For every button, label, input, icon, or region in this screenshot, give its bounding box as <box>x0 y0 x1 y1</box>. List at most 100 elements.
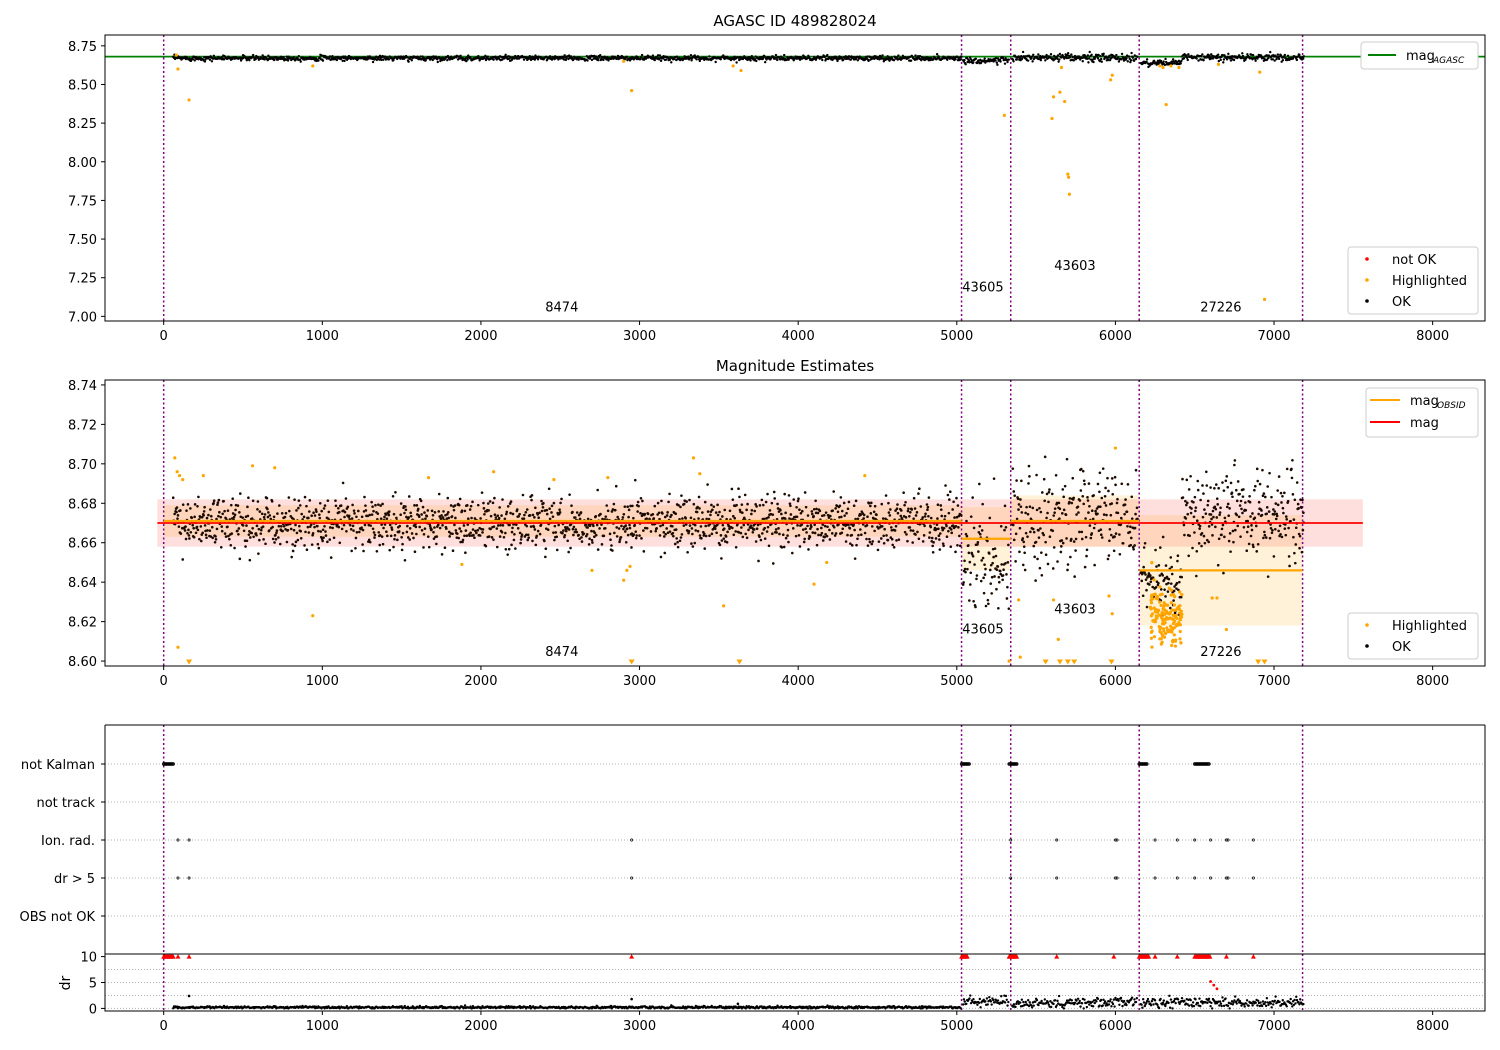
ok-point <box>1070 53 1073 56</box>
ok-point <box>993 575 996 578</box>
ok-point <box>982 59 986 62</box>
ok-point <box>1030 55 1034 58</box>
ok-point <box>1267 510 1271 513</box>
ok-point <box>679 536 683 539</box>
ok-point <box>1251 53 1255 57</box>
ok-point <box>305 548 309 552</box>
ok-point <box>509 56 512 59</box>
ok-point <box>545 508 549 512</box>
ok-point <box>501 524 505 527</box>
ok-point <box>1196 479 1200 483</box>
ok-point <box>813 523 816 527</box>
ok-point <box>1040 573 1044 577</box>
ok-point <box>1145 588 1148 592</box>
flag-category-label: not track <box>36 796 95 811</box>
ok-point <box>546 528 550 531</box>
ok-point <box>234 508 237 512</box>
ok-point <box>1162 60 1165 63</box>
ok-point <box>1279 533 1282 536</box>
highlighted-point <box>1149 636 1153 640</box>
ok-point <box>979 579 983 583</box>
ok-point <box>426 535 430 538</box>
ok-point <box>636 510 639 513</box>
ok-point <box>1280 501 1283 504</box>
ok-point <box>608 532 612 536</box>
ok-point <box>378 533 382 537</box>
ok-point <box>294 540 298 544</box>
ok-point <box>308 525 312 528</box>
ok-point <box>823 55 827 59</box>
ok-point <box>718 510 721 514</box>
ok-point <box>1169 582 1173 585</box>
ok-point <box>586 59 589 62</box>
ok-point <box>452 508 456 512</box>
ok-point <box>1185 56 1189 60</box>
ok-point <box>713 527 717 531</box>
ok-point <box>1105 513 1108 517</box>
highlighted-point <box>1178 637 1182 641</box>
ok-point <box>801 57 804 60</box>
ok-point <box>476 503 480 507</box>
highlighted-point <box>1159 642 1164 646</box>
ok-point <box>377 503 380 506</box>
ok-point <box>1221 523 1225 527</box>
ok-point <box>297 55 301 58</box>
ok-point <box>1202 534 1206 538</box>
ok-point <box>475 531 478 535</box>
ok-point <box>977 550 980 553</box>
ok-point <box>1012 538 1016 542</box>
ok-point <box>188 57 191 60</box>
ok-point <box>1050 492 1054 496</box>
ok-point <box>813 531 817 535</box>
ok-point <box>1161 574 1164 577</box>
ok-point <box>954 524 958 528</box>
ok-point <box>1262 536 1265 540</box>
ok-point <box>255 524 259 528</box>
ok-point <box>871 540 875 543</box>
ok-point <box>423 511 426 514</box>
ok-point <box>996 63 999 66</box>
ok-point <box>1265 506 1269 509</box>
ok-point <box>745 536 749 540</box>
ok-point <box>1132 59 1136 62</box>
ok-point <box>646 512 650 516</box>
ok-point <box>1273 510 1277 513</box>
ok-point <box>1287 555 1291 558</box>
ok-point <box>675 55 679 58</box>
ok-point <box>1217 537 1221 541</box>
ok-point <box>602 58 605 62</box>
ok-point <box>877 540 881 543</box>
ok-point <box>765 530 769 533</box>
ok-point <box>562 529 565 532</box>
ok-point <box>1099 528 1103 531</box>
ok-point <box>362 510 366 513</box>
ok-point <box>906 509 910 513</box>
ok-point <box>596 488 599 492</box>
ok-point <box>525 56 528 59</box>
ok-point <box>903 503 906 507</box>
highlighted-point <box>1017 598 1021 602</box>
ok-point <box>1040 491 1044 494</box>
ok-point <box>1129 59 1133 62</box>
ok-point <box>446 510 450 514</box>
ok-point <box>620 524 623 528</box>
ok-point <box>687 55 690 58</box>
ok-point <box>1211 509 1215 513</box>
ok-point <box>1276 489 1279 492</box>
ok-point <box>272 515 276 519</box>
ok-point <box>992 60 995 63</box>
ok-point <box>708 55 711 58</box>
ok-point <box>636 500 640 504</box>
ok-point <box>925 503 929 506</box>
ok-point <box>580 536 583 539</box>
ok-point <box>1135 506 1139 510</box>
ok-point <box>943 514 947 518</box>
ok-point <box>1043 455 1047 459</box>
ok-point <box>639 511 642 515</box>
ok-point <box>1157 564 1161 567</box>
ok-point <box>675 537 678 540</box>
ok-point <box>922 534 926 537</box>
ok-point <box>1159 546 1162 549</box>
ok-point <box>1115 501 1119 505</box>
ok-point <box>1300 506 1303 509</box>
